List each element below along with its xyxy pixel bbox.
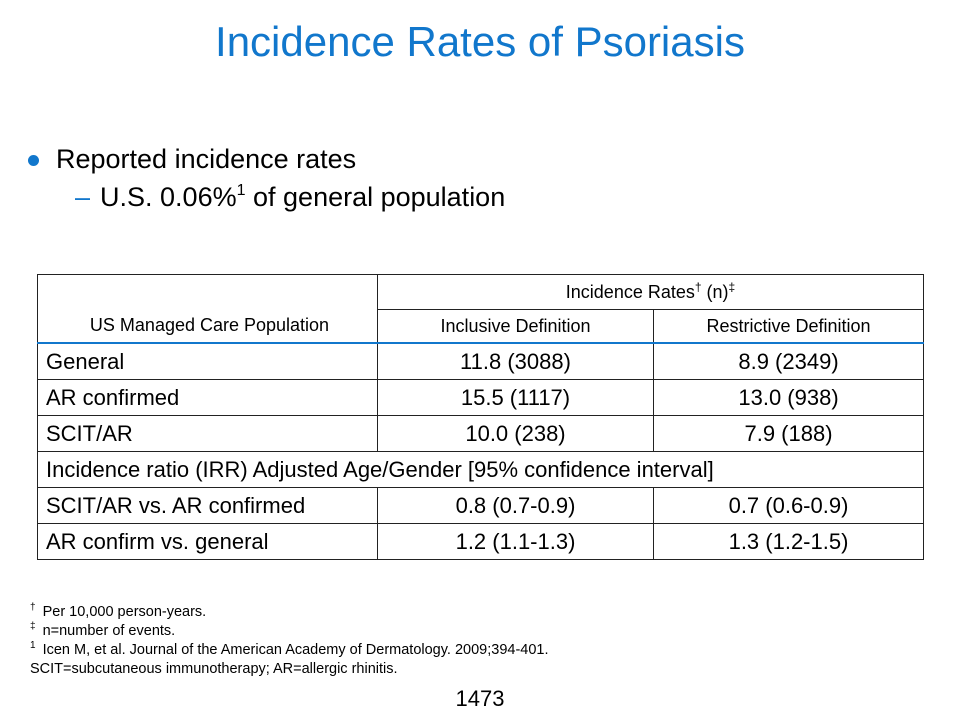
rates-header-n: (n) — [701, 281, 729, 302]
bullet-text: Reported incidence rates — [56, 144, 357, 174]
restrictive-cell: 7.9 (188) — [652, 415, 925, 452]
dash-icon: – — [75, 182, 91, 212]
row-label: AR confirmed — [37, 379, 378, 416]
footnote-mark: † — [30, 602, 36, 614]
incidence-rates-header: Incidence Rates† (n)‡ — [376, 274, 925, 310]
footnote: 1 Icen M, et al. Journal of the American… — [30, 641, 549, 660]
footnote: SCIT=subcutaneous immunotherapy; AR=alle… — [30, 660, 549, 679]
restrictive-cell: 0.7 (0.6-0.9) — [652, 487, 925, 524]
table-row: AR confirmed 15.5 (1117) 13.0 (938) — [37, 379, 925, 416]
ratio-header: Incidence ratio (IRR) Adjusted Age/Gende… — [36, 451, 925, 488]
row-label: SCIT/AR vs. AR confirmed — [37, 487, 378, 524]
slide-title: Incidence Rates of Psoriasis — [215, 18, 745, 65]
incidence-table: US Managed Care Population Incidence Rat… — [36, 274, 925, 560]
footnote: † Per 10,000 person-years. — [30, 603, 549, 622]
dagger-superscript: † — [694, 279, 702, 294]
footnote-text: Per 10,000 person-years. — [38, 604, 207, 620]
inclusive-cell: 1.2 (1.1-1.3) — [377, 523, 654, 560]
footnotes: † Per 10,000 person-years. ‡ n=number of… — [30, 603, 549, 679]
inclusive-cell: 11.8 (3088) — [377, 342, 654, 380]
restrictive-cell: 8.9 (2349) — [652, 342, 925, 380]
footnote-mark: ‡ — [30, 621, 36, 633]
row-label: SCIT/AR — [37, 415, 378, 452]
inclusive-cell: 0.8 (0.7-0.9) — [377, 487, 654, 524]
sub-bullet-superscript: 1 — [236, 182, 246, 199]
page-number: 1473 — [455, 686, 505, 711]
bullet-dot-icon — [28, 155, 39, 166]
table-row: SCIT/AR vs. AR confirmed 0.8 (0.7-0.9) 0… — [37, 487, 925, 524]
row-label: AR confirm vs. general — [37, 523, 378, 560]
restrictive-cell: 1.3 (1.2-1.5) — [652, 523, 925, 560]
inclusive-cell: 15.5 (1117) — [377, 379, 654, 416]
inclusive-cell: 10.0 (238) — [377, 415, 654, 452]
rates-header-text: Incidence Rates — [565, 281, 695, 302]
double-dagger-superscript: ‡ — [728, 279, 736, 294]
table-row: General 11.8 (3088) 8.9 (2349) — [37, 342, 925, 380]
ratio-header-row: Incidence ratio (IRR) Adjusted Age/Gende… — [36, 451, 925, 488]
population-header: US Managed Care Population — [37, 274, 378, 344]
footnote-text: SCIT=subcutaneous immunotherapy; AR=alle… — [30, 661, 398, 677]
footnote: ‡ n=number of events. — [30, 622, 549, 641]
restrictive-header: Restrictive Definition — [652, 309, 925, 344]
sub-bullet-text-a: U.S. 0.06% — [100, 182, 237, 212]
table-subheader-row: Inclusive Definition Restrictive Definit… — [38, 309, 925, 344]
sub-bullet-item: – U.S. 0.06%1 of general population — [75, 182, 505, 213]
bullet-item: Reported incidence rates — [28, 144, 356, 175]
table-header-row: US Managed Care Population Incidence Rat… — [37, 274, 925, 344]
table-row: AR confirm vs. general 1.2 (1.1-1.3) 1.3… — [37, 523, 925, 560]
row-label: General — [37, 342, 378, 380]
footnote-mark: 1 — [30, 640, 36, 652]
footnote-text: Icen M, et al. Journal of the American A… — [38, 642, 549, 658]
inclusive-header: Inclusive Definition — [377, 309, 654, 344]
footnote-text: n=number of events. — [38, 623, 176, 639]
sub-bullet-text-b: of general population — [245, 182, 506, 212]
restrictive-cell: 13.0 (938) — [652, 379, 925, 416]
table-row: SCIT/AR 10.0 (238) 7.9 (188) — [37, 415, 925, 452]
